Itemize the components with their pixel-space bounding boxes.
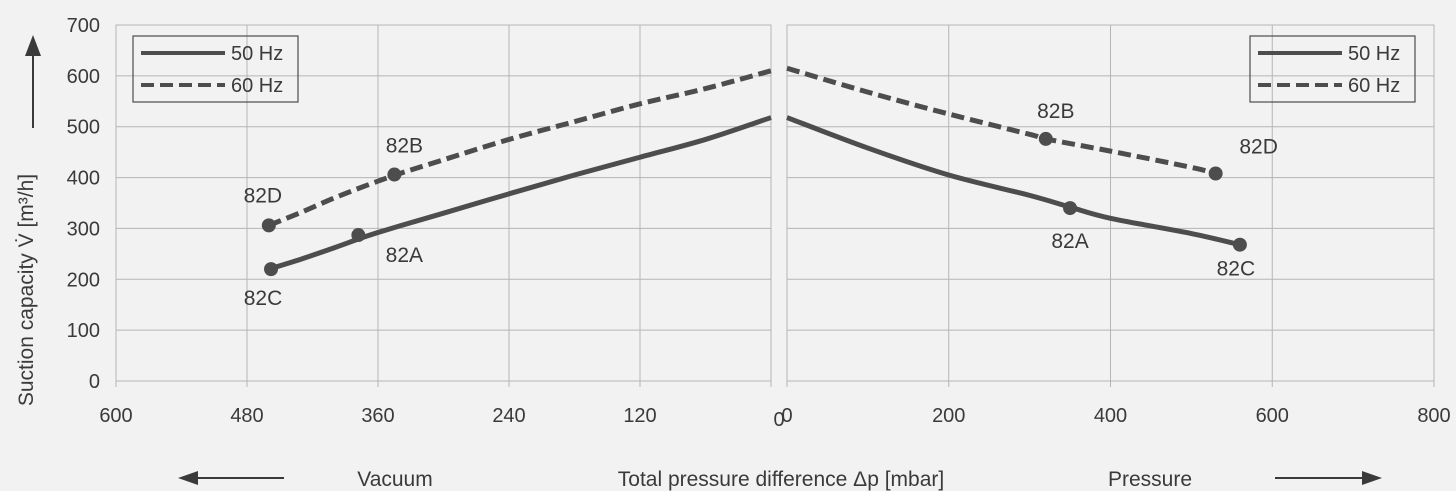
legend-box: [1249, 35, 1416, 103]
plot-frame: [115, 24, 772, 382]
vacuum-label: Vacuum: [357, 468, 432, 491]
data-point-82c: [264, 262, 279, 277]
series-line-60-hz: [786, 65, 1217, 176]
point-label: 82D: [1239, 136, 1278, 159]
data-point-82c: [1232, 237, 1247, 252]
x-tick-label: 600: [1256, 405, 1289, 427]
axes: 0 100 200 300 400 500 600 700 600 480 360 240 120 0 20…: [25, 15, 1451, 485]
x-tick-label: 800: [1417, 405, 1450, 427]
series-line-50-hz: [786, 115, 1241, 248]
axis-labels: Suction capacity V̇ [m³/h] Total pressur…: [15, 174, 1192, 491]
x-tick-label: 0: [773, 409, 784, 431]
data-point-82d: [261, 218, 276, 233]
y-arrowhead-icon: [25, 35, 41, 56]
legend-box: [132, 35, 299, 103]
y-tick-label: 500: [67, 117, 100, 139]
x-axis-label: Total pressure difference Δp [mbar]: [618, 468, 944, 491]
left-arrowhead-icon: [178, 471, 198, 485]
legend: 50 Hz 60 Hz 50 Hz 60 Hz: [132, 35, 1416, 103]
legend-label: 60 Hz: [1348, 75, 1400, 97]
y-tick-label: 300: [67, 218, 100, 240]
point-label: 82C: [1217, 258, 1256, 281]
data-point-82a: [351, 228, 366, 243]
y-tick-label: 400: [67, 168, 100, 190]
x-tick-label: 400: [1094, 405, 1127, 427]
series-line-50-hz: [268, 115, 772, 272]
x-tick-label: 360: [361, 405, 394, 427]
point-label: 82B: [1037, 100, 1074, 123]
pressure-label: Pressure: [1108, 468, 1192, 491]
y-tick-label: 600: [67, 66, 100, 88]
data-point-82b: [387, 167, 402, 182]
y-tick-label: 700: [67, 15, 100, 37]
data-point-82a: [1063, 201, 1078, 216]
y-tick-label: 100: [67, 320, 100, 342]
point-label: 82B: [386, 135, 423, 158]
y-axis-label: Suction capacity V̇ [m³/h]: [15, 174, 38, 406]
point-label: 82C: [244, 287, 283, 310]
x-tick-label: 480: [230, 405, 263, 427]
data-point-82d: [1208, 166, 1223, 181]
legend-label: 50 Hz: [1348, 43, 1400, 65]
plot-frame: [786, 24, 1435, 382]
x-tick-label: 600: [99, 405, 132, 427]
series-line-60-hz: [267, 68, 772, 228]
x-tick-label: 200: [932, 405, 965, 427]
x-tick-label: 120: [623, 405, 656, 427]
legend-label: 50 Hz: [231, 43, 283, 65]
y-tick-label: 0: [89, 371, 100, 393]
point-label: 82D: [244, 184, 283, 207]
y-tick-label: 200: [67, 269, 100, 291]
data-point-82b: [1038, 131, 1053, 146]
grid: [115, 24, 1435, 387]
right-arrowhead-icon: [1362, 471, 1382, 485]
legend-label: 60 Hz: [231, 75, 283, 97]
x-tick-label: 240: [492, 405, 525, 427]
series-layer: 82C 82A 82D 82B 82B 82D 82A 82C: [244, 65, 1278, 310]
point-label: 82A: [386, 244, 423, 267]
x-tick-label: 0: [781, 405, 792, 427]
point-label: 82A: [1051, 230, 1088, 253]
